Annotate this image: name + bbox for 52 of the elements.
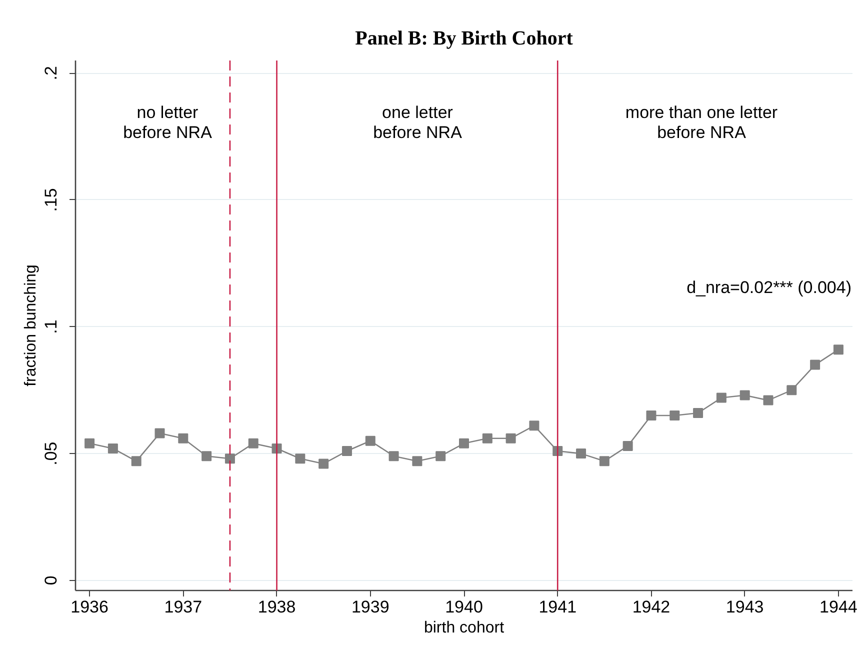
annotation: one letter before NRA — [373, 103, 463, 142]
y-tick-label: .2 — [42, 66, 60, 80]
x-tick-label: 1943 — [726, 598, 764, 616]
y-tick-label: 0 — [42, 576, 60, 586]
annotation: d_nra=0.02*** (0.004) — [686, 278, 852, 297]
point — [810, 360, 820, 370]
point — [131, 456, 142, 466]
point — [576, 448, 586, 459]
point — [412, 456, 422, 466]
annotation: no letter before NRA — [123, 103, 213, 142]
point — [342, 446, 352, 456]
point — [295, 454, 306, 464]
point — [459, 438, 469, 448]
point — [178, 433, 188, 444]
x-tick-label: 1939 — [351, 598, 390, 616]
point — [436, 451, 446, 462]
point — [693, 408, 704, 418]
point — [833, 344, 844, 355]
point — [786, 385, 797, 396]
point — [154, 428, 165, 438]
point — [388, 451, 399, 462]
point — [224, 454, 235, 464]
point — [202, 451, 212, 462]
x-tick-label: 1942 — [632, 598, 670, 616]
x-axis-title: birth cohort — [424, 620, 505, 636]
point — [108, 443, 118, 454]
point — [646, 410, 656, 421]
point — [599, 456, 610, 466]
y-tick-label: .1 — [42, 320, 60, 334]
point — [763, 395, 774, 406]
x-tick-label: 1941 — [538, 598, 577, 616]
point — [365, 436, 376, 446]
point — [529, 420, 540, 431]
x-tick-label: 1940 — [445, 598, 483, 616]
chart-title: Panel B: By Birth Cohort — [355, 28, 574, 50]
point — [482, 433, 492, 444]
point — [670, 410, 680, 421]
x-tick-label: 1936 — [70, 598, 108, 616]
x-tick-label: 1938 — [258, 598, 296, 616]
point — [248, 438, 258, 448]
point — [622, 440, 633, 451]
y-tick-label: .05 — [42, 442, 60, 466]
point — [506, 433, 516, 444]
x-tick-label: 1944 — [820, 598, 858, 616]
y-axis-title: fraction bunching — [22, 264, 40, 386]
point — [740, 390, 750, 400]
point — [84, 438, 95, 448]
annotation: more than one letter before NRA — [625, 103, 778, 142]
point — [716, 392, 726, 403]
point — [318, 458, 329, 469]
y-tick-label: .15 — [42, 188, 60, 212]
x-tick-label: 1937 — [164, 598, 202, 616]
